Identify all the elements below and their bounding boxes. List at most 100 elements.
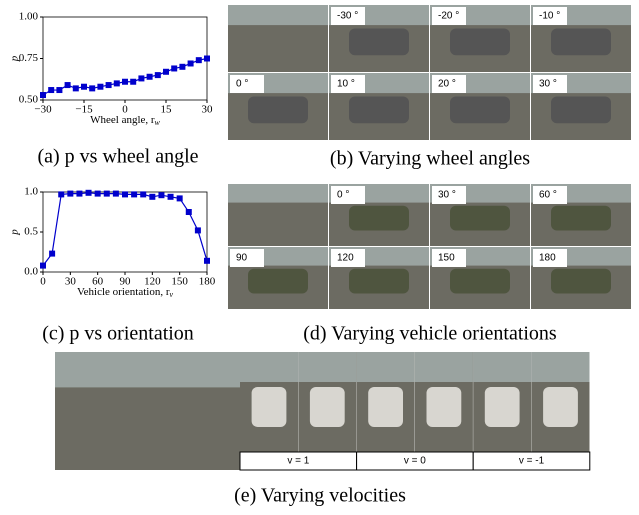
- panel-image-sky: [298, 352, 356, 382]
- x-tick-label: 0: [40, 276, 46, 288]
- image-label: 0 °: [236, 79, 248, 90]
- panel-image-car: [368, 387, 403, 427]
- panel-image-car: [252, 387, 287, 427]
- data-marker: [158, 192, 164, 198]
- data-marker: [195, 227, 201, 233]
- data-marker: [155, 72, 161, 78]
- data-marker: [163, 69, 169, 75]
- panel-image-sky: [415, 352, 473, 382]
- panel-image-car: [349, 269, 409, 294]
- x-axis-label-sub: v: [170, 290, 174, 299]
- panel-image-car: [450, 206, 510, 231]
- data-marker: [188, 60, 194, 66]
- data-marker: [179, 64, 185, 70]
- panel-image-car: [450, 269, 510, 294]
- x-tick-label: 30: [202, 104, 214, 116]
- data-marker: [149, 194, 155, 200]
- panel-image-sky: [473, 352, 531, 382]
- data-marker: [76, 191, 82, 197]
- data-marker: [56, 87, 62, 93]
- data-marker: [204, 258, 210, 264]
- data-marker: [204, 56, 210, 62]
- panel-image-sky: [228, 184, 328, 203]
- data-marker: [81, 84, 87, 90]
- y-axis-label: p: [9, 229, 21, 236]
- data-marker: [40, 263, 46, 269]
- panel-image-car: [349, 206, 409, 231]
- data-line: [43, 193, 207, 266]
- data-marker: [97, 84, 103, 90]
- data-marker: [147, 74, 153, 80]
- panel-image-sky: [55, 352, 240, 387]
- data-marker: [131, 191, 137, 197]
- figure: 0.500.751.00−30−1501530Wheel angle, rwp0…: [0, 0, 639, 515]
- panel-image-car: [450, 96, 510, 123]
- image-label: 10 °: [337, 79, 355, 90]
- panel-image-sky: [357, 352, 415, 382]
- caption: (e) Varying velocities: [234, 485, 406, 507]
- image-label: v = 1: [287, 456, 309, 467]
- image-label: -20 °: [438, 11, 459, 22]
- panel-image-car: [427, 387, 462, 427]
- panel-image-car: [310, 387, 345, 427]
- caption: (d) Varying vehicle orientations: [303, 323, 557, 345]
- axes-frame: [43, 192, 207, 272]
- data-marker: [49, 251, 55, 257]
- panel-image-car: [349, 96, 409, 123]
- caption: (c) p vs orientation: [42, 323, 194, 345]
- x-tick-label: 180: [199, 276, 216, 288]
- data-marker: [95, 191, 101, 197]
- x-axis-label-sub: w: [155, 118, 161, 127]
- y-tick-label: 0.5: [24, 226, 38, 238]
- panel-image-car: [551, 269, 611, 294]
- image-label: 20 °: [438, 79, 456, 90]
- image-label: 60 °: [539, 190, 557, 201]
- image-label: v = 0: [404, 456, 426, 467]
- y-tick-label: 0.0: [24, 266, 38, 278]
- y-tick-label: 1.00: [19, 11, 39, 23]
- image-label: 30 °: [539, 79, 557, 90]
- y-axis-label: p: [9, 55, 21, 62]
- image-label: -30 °: [337, 11, 358, 22]
- data-marker: [86, 190, 92, 196]
- caption: (b) Varying wheel angles: [330, 148, 530, 170]
- x-axis-label-text: Wheel angle, r: [90, 114, 155, 126]
- panel-image-car: [551, 96, 611, 123]
- data-marker: [196, 57, 202, 63]
- y-tick-label: 1.0: [24, 186, 38, 198]
- data-marker: [40, 92, 46, 98]
- panel-image-car: [485, 387, 520, 427]
- panel-image-car: [349, 28, 409, 55]
- data-marker: [65, 82, 71, 88]
- image-label: 90: [236, 253, 248, 264]
- x-axis-label: Vehicle orientation, rv: [77, 286, 174, 299]
- data-marker: [122, 79, 128, 85]
- x-axis-label-text: Vehicle orientation, r: [77, 286, 170, 298]
- panel-image-car: [551, 28, 611, 55]
- data-marker: [130, 79, 136, 85]
- x-tick-label: 15: [161, 104, 173, 116]
- data-marker: [113, 191, 119, 197]
- image-label: 180: [539, 253, 556, 264]
- data-marker: [177, 195, 183, 201]
- panel-image-car: [543, 387, 578, 427]
- caption: (a) p vs wheel angle: [37, 146, 198, 168]
- x-axis-label: Wheel angle, rw: [90, 114, 160, 127]
- image-label: 30 °: [438, 190, 456, 201]
- data-marker: [138, 75, 144, 81]
- data-marker: [122, 191, 128, 197]
- data-marker: [48, 87, 54, 93]
- panel-image-car: [248, 269, 308, 294]
- panel-image-sky: [240, 352, 298, 382]
- data-marker: [114, 80, 120, 86]
- panel-image-car: [551, 206, 611, 231]
- data-marker: [89, 85, 95, 91]
- image-label: 0 °: [337, 190, 349, 201]
- panel-image-sky: [228, 5, 328, 25]
- x-tick-label: −30: [34, 104, 52, 116]
- data-marker: [73, 85, 79, 91]
- data-marker: [140, 191, 146, 197]
- panel-image-car: [248, 96, 308, 123]
- image-label: 120: [337, 253, 354, 264]
- data-marker: [106, 82, 112, 88]
